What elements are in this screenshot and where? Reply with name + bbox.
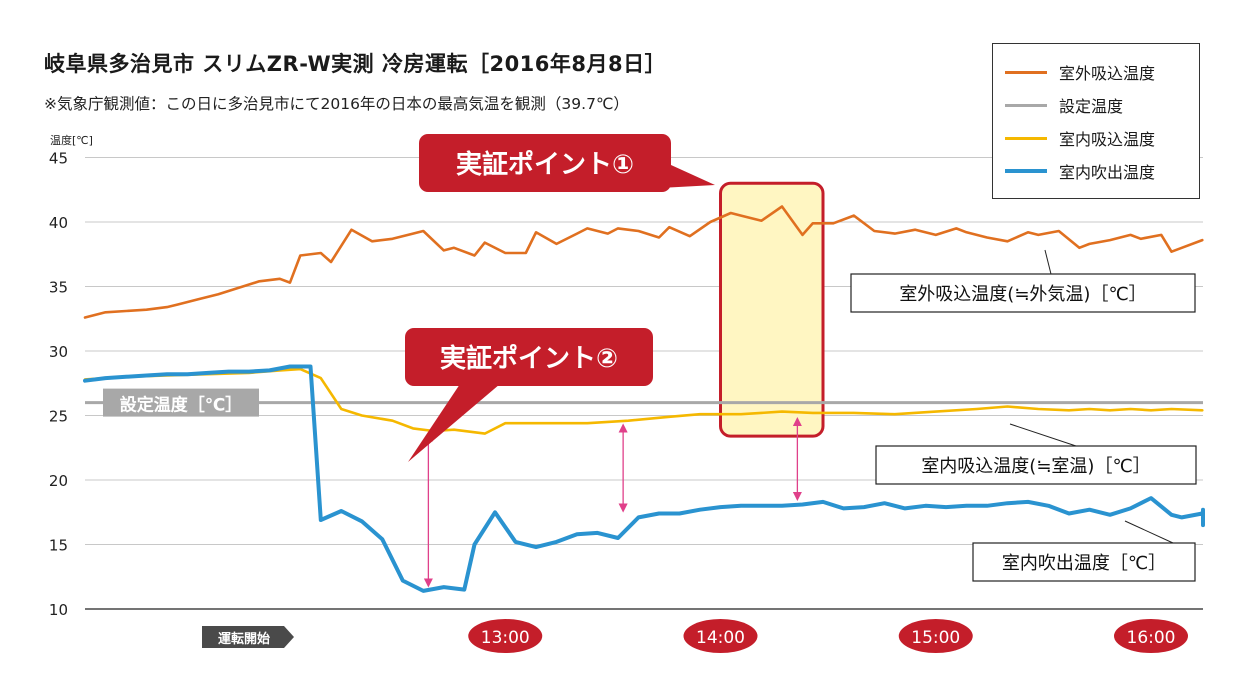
time-badge — [898, 619, 973, 653]
start-marker — [202, 626, 294, 648]
x-tick-label: 16:00 — [1127, 628, 1176, 648]
legend-swatch — [1005, 70, 1047, 74]
point1-banner — [419, 134, 671, 192]
indoor-intake-line — [83, 367, 1204, 435]
time-badge — [683, 619, 758, 653]
legend-label: 室外吸込温度 — [1059, 64, 1156, 83]
chart-legend: 室外吸込温度 設定温度室内吸込温度 室内吹出温度 — [992, 43, 1200, 199]
highlight-box — [719, 181, 825, 438]
point2-banner — [405, 328, 653, 386]
point2-label: 実証ポイント② — [440, 343, 618, 374]
indoor-outlet-callout-text: 室内吹出温度［℃］ — [1002, 553, 1166, 574]
y-tick-label: 15 — [49, 537, 68, 555]
indoor-outlet-line — [83, 364, 1205, 593]
y-tick-label: 45 — [49, 150, 68, 168]
indoor-intake-callout-pointer — [1009, 423, 1077, 447]
point1-label: 実証ポイント① — [456, 149, 634, 180]
legend-label: 設定温度 — [1059, 97, 1124, 116]
legend-item: 室外吸込温度 — [1005, 60, 1155, 84]
chart-title: 岐阜県多治見市 スリムZR-W実測 冷房運転［2016年8月8日］ — [44, 52, 667, 76]
x-tick-label: 15:00 — [911, 628, 960, 648]
x-tick-label: 13:00 — [481, 628, 530, 648]
legend-label: 室内吸込温度 — [1059, 130, 1156, 149]
legend-item: 設定温度 — [1005, 93, 1123, 117]
chart-subtitle: ※気象庁観測値：この日に多治見市にて2016年の日本の最高気温を観測（39.7℃… — [44, 95, 629, 113]
y-tick-label: 25 — [49, 408, 68, 426]
legend-swatch — [1005, 103, 1047, 107]
legend-swatch — [1005, 169, 1047, 173]
legend-swatch — [1005, 136, 1047, 140]
y-tick-label: 10 — [49, 601, 68, 619]
x-tick-label: 14:00 — [696, 628, 745, 648]
x-tick-label: 運転開始 — [218, 631, 270, 647]
indoor-outlet-callout-box — [972, 542, 1196, 582]
y-tick-label: 20 — [49, 472, 68, 490]
legend-item: 室内吹出温度 — [1005, 159, 1155, 183]
indoor-intake-callout-text: 室内吸込温度(≒室温)［℃］ — [921, 456, 1150, 477]
legend-item: 室内吸込温度 — [1005, 126, 1155, 150]
outdoor-callout-pointer — [1044, 249, 1052, 275]
y-tick-label: 40 — [49, 214, 68, 232]
outdoor-callout-text: 室外吸込温度(≒外気温)［℃］ — [899, 284, 1146, 305]
time-badge — [468, 619, 543, 653]
setpoint-label: 設定温度［℃］ — [120, 395, 243, 416]
point2-tail — [408, 384, 500, 462]
time-badge — [1114, 619, 1188, 653]
y-tick-label: 30 — [49, 343, 68, 361]
point1-tail — [660, 160, 715, 188]
y-tick-label: 35 — [49, 279, 68, 297]
outdoor-intake-line — [83, 205, 1204, 319]
y-axis-label: 温度[℃] — [50, 133, 93, 147]
indoor-intake-callout-box — [875, 445, 1197, 485]
indoor-outlet-callout-pointer — [1124, 520, 1174, 544]
legend-label: 室内吹出温度 — [1059, 163, 1156, 182]
outdoor-callout-box — [850, 273, 1196, 313]
setpoint-label-bg — [103, 388, 259, 417]
